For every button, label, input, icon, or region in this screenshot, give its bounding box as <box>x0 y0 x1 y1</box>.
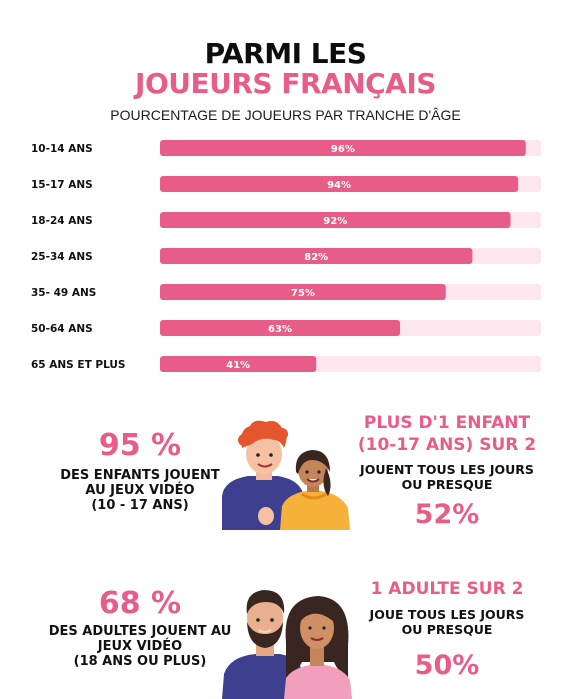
category-label: 10-14 ANS <box>31 143 93 155</box>
title-line-2: JOUEURS FRANÇAIS <box>135 67 436 100</box>
chart-subtitle: POURCENTAGE DE JOUEURS PAR TRANCHE D'ÂGE <box>110 107 461 123</box>
adults-daily-percentage: 50% <box>414 650 480 681</box>
children-percentage: 95 % <box>98 428 182 463</box>
category-label: 18-24 ANS <box>31 215 93 227</box>
children-daily-percentage: 52% <box>414 499 480 530</box>
children-daily-text-1: JOUENT TOUS LES JOURS <box>360 462 534 477</box>
title-line-1: PARMI LES <box>204 37 367 70</box>
bar <box>160 320 401 336</box>
adults-percentage: 68 % <box>98 586 182 621</box>
category-label: 50-64 ANS <box>31 323 93 335</box>
adults-text-line-3: (18 ANS OU PLUS) <box>73 654 207 669</box>
bar-value-label: 96% <box>331 144 355 155</box>
bar <box>160 140 526 156</box>
children-daily-heading-1: PLUS D'1 ENFANT <box>363 413 531 433</box>
adults-daily-text-1: JOUE TOUS LES JOURS <box>369 607 525 622</box>
bar-value-label: 75% <box>291 288 315 299</box>
children-stat-block: 95 % DES ENFANTS JOUENT AU JEUX VIDÉO (1… <box>20 428 260 513</box>
bar-value-label: 92% <box>323 216 347 227</box>
bar-value-label: 82% <box>304 252 328 263</box>
category-label: 65 ANS ET PLUS <box>31 359 126 371</box>
adults-daily-block: 1 ADULTE SUR 2 JOUE TOUS LES JOURS OU PR… <box>342 578 552 683</box>
bar-value-label: 41% <box>226 360 250 371</box>
bar <box>160 356 317 372</box>
adults-daily-heading: 1 ADULTE SUR 2 <box>370 579 524 599</box>
adults-stat-block: 68 % DES ADULTES JOUENT AU JEUX VIDÉO (1… <box>18 586 262 669</box>
adults-daily-text-2: OU PRESQUE <box>401 622 493 637</box>
bar <box>160 176 519 192</box>
bar <box>160 284 446 300</box>
age-bar-chart: 10-14 ANS 96% 15-17 ANS 94% 18-24 ANS 92% 25-3… <box>31 140 541 372</box>
two-adults-illustration <box>222 590 352 699</box>
children-text-line-1: DES ENFANTS JOUENT <box>60 468 220 483</box>
children-daily-block: PLUS D'1 ENFANT (10-17 ANS) SUR 2 JOUENT… <box>342 412 552 532</box>
children-text-line-3: (10 - 17 ANS) <box>91 498 189 513</box>
category-label: 35- 49 ANS <box>31 287 96 299</box>
bar-value-label: 94% <box>327 180 351 191</box>
bar <box>160 248 473 264</box>
category-label: 15-17 ANS <box>31 179 93 191</box>
bar <box>160 212 511 228</box>
bar-value-label: 63% <box>268 324 292 335</box>
adults-text-line-2: JEUX VIDÉO <box>97 639 183 654</box>
children-daily-heading-2: (10-17 ANS) SUR 2 <box>357 435 537 455</box>
children-text-line-2: AU JEUX VIDÉO <box>85 483 195 498</box>
adults-text-line-1: DES ADULTES JOUENT AU <box>48 624 232 639</box>
two-children-illustration <box>222 420 350 530</box>
category-label: 25-34 ANS <box>31 251 93 263</box>
children-daily-text-2: OU PRESQUE <box>401 477 493 492</box>
